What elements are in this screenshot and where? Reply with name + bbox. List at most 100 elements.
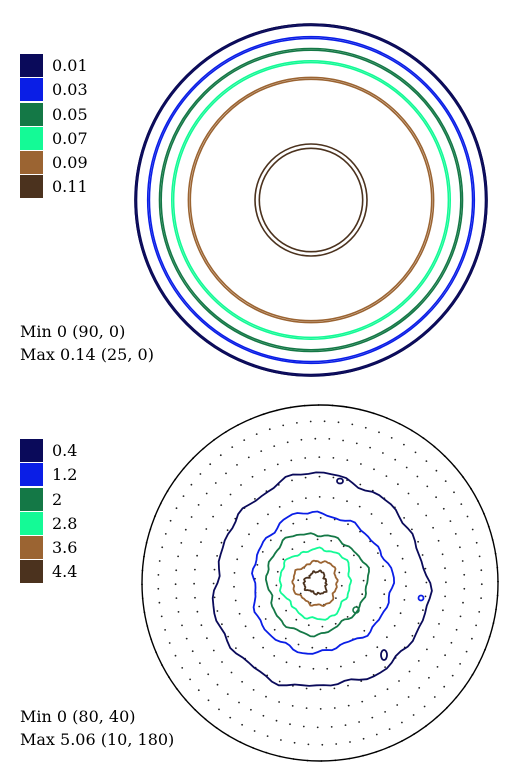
- grid-dot: [363, 629, 366, 632]
- grid-dot: [384, 579, 386, 582]
- top-stats: Min 0 (90, 0) Max 0.14 (25, 0): [20, 320, 154, 366]
- min-label: Min 0 (90, 0): [20, 322, 126, 341]
- grid-dot: [276, 463, 279, 466]
- grid-dot: [292, 522, 295, 525]
- grid-dot: [293, 741, 296, 744]
- grid-dot: [384, 711, 386, 713]
- grid-dot: [297, 579, 300, 582]
- legend-label: 0.05: [52, 104, 88, 124]
- grid-dot: [273, 628, 276, 631]
- grid-dot: [280, 529, 282, 532]
- contour-line: [211, 471, 433, 687]
- grid-dot: [384, 666, 386, 668]
- grid-dot: [248, 533, 250, 536]
- max-label: Max 5.06 (10, 180): [20, 730, 175, 749]
- grid-dot: [295, 618, 298, 621]
- grid-dot: [370, 513, 373, 515]
- legend-swatch: [20, 536, 43, 560]
- grid-dot: [221, 623, 223, 626]
- max-label: Max 0.14 (25, 0): [20, 345, 154, 364]
- grid-dot: [360, 463, 362, 465]
- grid-dot: [347, 523, 349, 526]
- grid-dot: [205, 492, 208, 495]
- grid-dot: [362, 579, 365, 582]
- contour-island: [380, 649, 388, 661]
- grid-dot: [463, 573, 466, 576]
- grid-dot: [319, 517, 322, 519]
- grid-dot: [216, 683, 219, 686]
- grid-dot: [353, 554, 355, 557]
- grid-dot: [398, 680, 400, 682]
- grid-dot: [278, 506, 281, 508]
- grid-dot: [480, 583, 483, 586]
- grid-dot: [435, 469, 438, 472]
- legend-label: 0.07: [52, 128, 88, 148]
- grid-dot: [212, 582, 215, 585]
- grid-dot: [256, 564, 259, 566]
- grid-dot: [382, 452, 384, 454]
- grid-dot: [256, 522, 259, 525]
- grid-dot: [169, 519, 172, 522]
- grid-dot: [461, 560, 464, 562]
- legend-swatch: [20, 560, 43, 584]
- grid-dot: [361, 593, 364, 596]
- contour-island: [417, 594, 425, 602]
- grid-dot: [177, 555, 180, 558]
- contour-line: [146, 35, 476, 365]
- contour-line: [189, 78, 433, 322]
- grid-dot: [349, 741, 351, 743]
- grid-dot: [251, 475, 254, 478]
- grid-dot: [216, 610, 219, 612]
- grid-dot: [296, 422, 298, 424]
- grid-dot: [278, 701, 280, 703]
- grid-dot: [297, 643, 300, 646]
- grid-dot: [359, 566, 362, 569]
- grid-dot: [424, 595, 427, 598]
- grid-dot: [230, 671, 233, 674]
- grid-dot: [219, 454, 222, 457]
- grid-dot: [462, 601, 464, 604]
- grid-dot: [184, 528, 187, 531]
- grid-dot: [174, 583, 177, 586]
- grid-dot: [316, 726, 319, 729]
- grid-dot: [185, 637, 188, 640]
- grid-dot: [416, 475, 419, 478]
- legend-swatch: [20, 463, 43, 487]
- contour-line: [258, 147, 364, 253]
- grid-dot: [318, 456, 321, 458]
- bottom-pole-figure: [141, 404, 499, 762]
- contour-line: [291, 559, 339, 607]
- grid-dot: [471, 637, 473, 640]
- grid-dot: [160, 615, 163, 618]
- grid-dot: [326, 667, 329, 670]
- legend-label: 4.4: [52, 562, 78, 582]
- grid-dot: [247, 456, 250, 459]
- grid-dot: [305, 707, 308, 709]
- grid-dot: [459, 546, 461, 549]
- grid-dot: [321, 625, 324, 628]
- grid-dot: [417, 622, 420, 625]
- grid-dot: [250, 708, 252, 711]
- contour-line: [171, 60, 451, 340]
- grid-dot: [206, 637, 208, 640]
- grid-dot: [426, 485, 429, 488]
- contour-line: [187, 76, 435, 324]
- grid-dot: [389, 532, 392, 535]
- grid-dot: [314, 437, 317, 440]
- grid-dot: [220, 541, 223, 544]
- grid-dot: [394, 458, 397, 461]
- grid-dot: [312, 667, 315, 670]
- grid-dot: [332, 497, 335, 499]
- grid-dot: [375, 733, 378, 736]
- grid-dot: [449, 520, 452, 522]
- grid-dot: [466, 515, 469, 518]
- grid-dot: [284, 637, 287, 640]
- grid-dot: [359, 483, 362, 486]
- grid-dot: [347, 704, 350, 707]
- grid-dot: [346, 459, 349, 461]
- grid-dot: [393, 624, 396, 627]
- grid-dot: [282, 424, 285, 427]
- top-pole-figure: [134, 23, 488, 377]
- grid-dot: [412, 714, 415, 716]
